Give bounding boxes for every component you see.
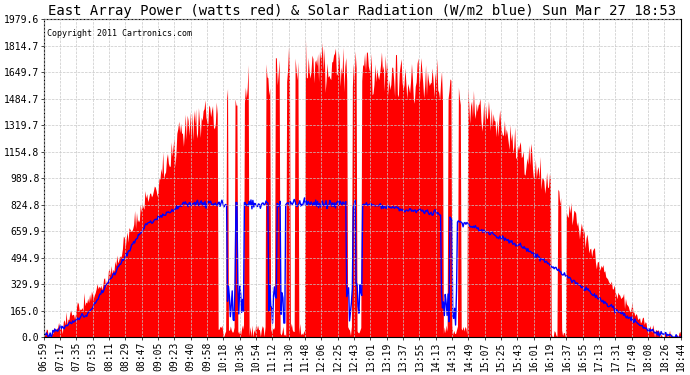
Text: Copyright 2011 Cartronics.com: Copyright 2011 Cartronics.com — [47, 29, 192, 38]
Title: East Array Power (watts red) & Solar Radiation (W/m2 blue) Sun Mar 27 18:53: East Array Power (watts red) & Solar Rad… — [48, 4, 676, 18]
